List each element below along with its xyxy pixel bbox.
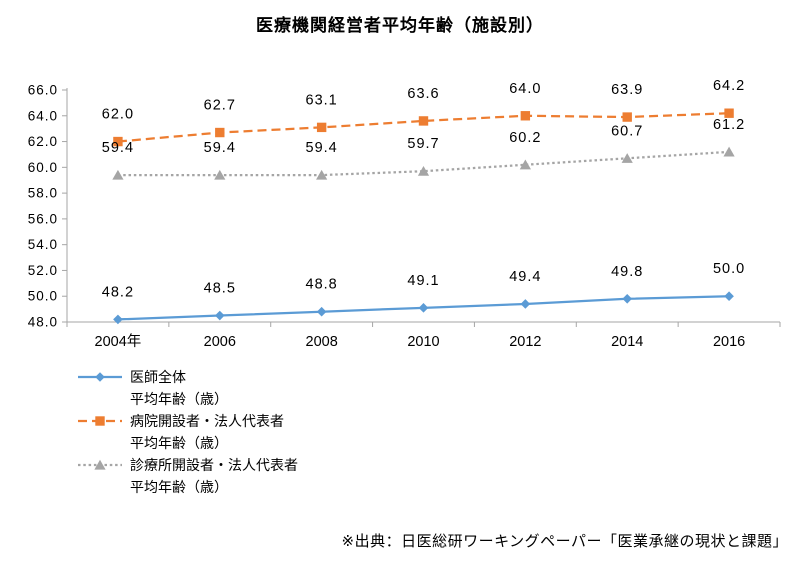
data-label: 50.0	[713, 261, 745, 277]
data-label: 60.7	[611, 123, 643, 139]
series-0-marker-diamond	[316, 306, 327, 317]
line-chart-plot: 48.0 50.0 52.0 54.0 56.0 58.0 60.0 62.0 64.0 66.0…	[28, 78, 781, 350]
legend-sublabel: 平均年齢（歳）	[130, 479, 228, 495]
y-axis-tick-label: 58.0	[28, 186, 58, 201]
y-axis-tick-label: 48.0	[28, 315, 58, 330]
series-1-marker-square	[724, 108, 734, 118]
x-axis-tick-label: 2012	[509, 334, 541, 350]
legend-entry-1: 病院開設者・法人代表者 平均年齢（歳）	[78, 410, 298, 454]
series-0-marker-diamond	[724, 291, 734, 302]
legend-swatch-square-icon	[78, 416, 122, 426]
legend-marker-triangle	[94, 459, 106, 470]
series-1-marker-square	[113, 136, 123, 147]
x-axis-tick-label: 2010	[407, 334, 439, 350]
series-2-marker-triangle	[112, 169, 124, 180]
source-note: ※出典：日医総研ワーキングペーパー「医業承継の現状と課題」	[341, 533, 788, 550]
data-label: 59.7	[407, 136, 439, 152]
legend-swatch-triangle-icon	[78, 459, 122, 470]
data-label: 64.2	[713, 78, 745, 94]
y-axis-tick-label: 52.0	[28, 263, 58, 278]
series-0-marker-diamond	[520, 299, 531, 309]
y-axis-tick-label: 54.0	[28, 237, 58, 252]
legend-marker-square	[95, 416, 105, 426]
chart-title: 医療機関経営者平均年齢（施設別）	[256, 16, 544, 35]
legend-sublabel: 平均年齢（歳）	[130, 435, 228, 451]
series-0-marker-diamond	[214, 310, 225, 321]
y-axis-tick-label: 66.0	[28, 83, 58, 98]
legend-swatch-diamond-icon	[78, 372, 122, 382]
legend-label: 診療所開設者・法人代表者	[130, 457, 298, 473]
y-axis-tick-label: 50.0	[28, 289, 58, 304]
series-0-marker-diamond	[622, 294, 633, 304]
data-label: 64.0	[509, 81, 541, 97]
data-label: 49.1	[407, 273, 439, 289]
x-axis-tick-label: 2004年	[95, 333, 142, 350]
y-axis-tick-label: 62.0	[28, 134, 58, 149]
legend-entry-2: 診療所開設者・法人代表者 平均年齢（歳）	[78, 454, 298, 498]
x-axis-tick-label: 2006	[204, 334, 236, 350]
data-label: 62.0	[102, 107, 134, 123]
series-2-marker-triangle	[316, 169, 328, 180]
data-label: 59.4	[102, 140, 134, 156]
series-1-marker-square	[622, 112, 632, 122]
series-1-marker-square	[316, 122, 327, 133]
x-axis-tick-label: 2014	[611, 334, 643, 350]
series-2-marker-triangle	[621, 153, 633, 163]
y-axis-tick-label: 64.0	[28, 108, 58, 123]
series-0-marker-diamond	[418, 303, 429, 313]
legend-label: 医師全体	[130, 369, 186, 385]
legend-label: 病院開設者・法人代表者	[130, 413, 284, 429]
y-axis-tick-label: 60.0	[28, 160, 58, 175]
data-label: 63.6	[407, 86, 439, 102]
data-label: 63.9	[611, 82, 643, 98]
series-1-marker-square	[215, 127, 225, 138]
data-label: 59.4	[306, 140, 338, 156]
data-label: 63.1	[306, 92, 338, 108]
data-label: 61.2	[713, 117, 745, 133]
data-label: 60.2	[509, 130, 541, 146]
series-1-marker-square	[520, 111, 531, 121]
chart-legend: 医師全体 平均年齢（歳） 病院開設者・法人代表者 平均年齢（歳） 診療所開設者・法人代表…	[78, 366, 298, 498]
y-axis-tick-label: 56.0	[28, 211, 58, 226]
data-label: 48.2	[102, 284, 134, 300]
series-2-marker-triangle	[519, 159, 531, 170]
data-label: 59.4	[204, 140, 236, 156]
data-label: 48.5	[204, 281, 236, 297]
data-label: 48.8	[306, 277, 338, 293]
series-2-marker-triangle	[214, 169, 226, 180]
x-axis-tick-label: 2016	[713, 334, 745, 350]
data-label: 49.4	[509, 269, 541, 285]
series-0-marker-diamond	[113, 314, 123, 325]
legend-sublabel: 平均年齢（歳）	[130, 391, 228, 407]
legend-entry-0: 医師全体平均年齢（歳）	[78, 366, 298, 410]
x-axis-tick-label: 2008	[306, 334, 338, 350]
series-2-marker-triangle	[723, 146, 735, 157]
series-1-marker-square	[418, 116, 429, 126]
series-2-marker-triangle	[417, 166, 430, 176]
data-label: 62.7	[204, 98, 236, 114]
legend-marker-diamond	[95, 372, 105, 382]
data-label: 49.8	[611, 264, 643, 280]
